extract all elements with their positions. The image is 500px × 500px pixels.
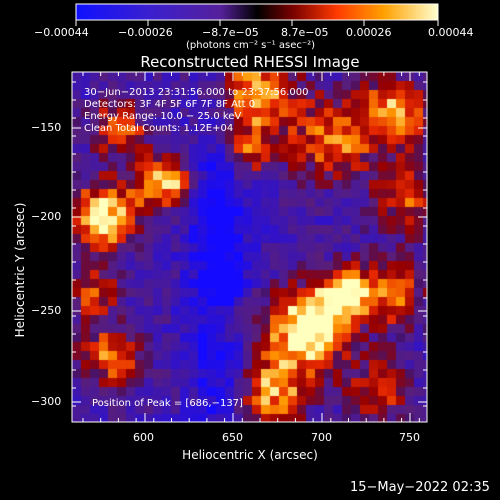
rhessi-image — [72, 72, 427, 422]
colorbar-tick-label: −0.00044 — [34, 26, 89, 39]
footer-timestamp: 15−May−2022 02:35 — [350, 480, 490, 495]
x-tick-label: 750 — [399, 431, 420, 444]
y-tick-label: −300 — [31, 395, 62, 408]
plot-frame — [71, 71, 428, 423]
y-tick-label: −200 — [31, 210, 62, 223]
method-counts-text: Clean Total Counts: 1.12E+04 — [84, 123, 234, 134]
colorbar-gradient — [75, 3, 439, 21]
x-axis-title: Heliocentric X (arcsec) — [182, 448, 318, 462]
colorbar-tick-label: 8.7e−05 — [281, 26, 329, 39]
x-tick-label: 700 — [311, 431, 332, 444]
colorbar-tick-label: −0.00026 — [118, 26, 173, 39]
x-tick-label: 600 — [133, 431, 154, 444]
detectors-text: Detectors: 3F 4F 5F 6F 7F 8F Att 0 — [84, 99, 256, 110]
y-axis-title: Heliocentric Y (arcsec) — [13, 202, 27, 338]
colorbar-tick-label: 0.00026 — [346, 26, 392, 39]
colorbar-tick-label: −8.7e−05 — [202, 26, 259, 39]
colorbar-svg — [75, 3, 439, 26]
colorbar-tick-label: 0.00044 — [428, 26, 474, 39]
colorbar-units-label: (photons cm⁻² s⁻¹ asec⁻²) — [186, 40, 316, 51]
y-tick-label: −250 — [31, 304, 62, 317]
energy-range-text: Energy Range: 10.0 − 25.0 keV — [84, 111, 242, 122]
y-tick-label: −150 — [31, 121, 62, 134]
peak-position-text: Position of Peak = [686,−137] — [92, 398, 243, 409]
x-tick-label: 650 — [222, 431, 243, 444]
time-range-text: 30−Jun−2013 23:31:56.000 to 23:37:56.000 — [84, 87, 309, 98]
plot-title: Reconstructed RHESSI Image — [140, 53, 360, 71]
